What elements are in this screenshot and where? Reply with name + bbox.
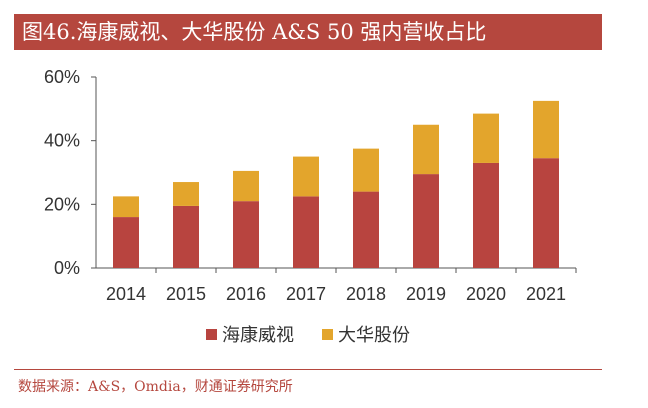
bar-dahua-2019 [413, 124, 439, 175]
source-divider [14, 369, 602, 370]
bar-dahua-2015 [173, 182, 199, 206]
x-tick-label: 2014 [106, 284, 146, 304]
bar-hikvision-2015 [173, 205, 199, 268]
x-tick-label: 2016 [226, 284, 266, 304]
x-tick-label: 2019 [406, 284, 446, 304]
legend-label-hikvision: 海康威视 [222, 325, 294, 346]
y-tick-label: 20% [44, 194, 80, 214]
bar-dahua-2020 [473, 113, 499, 163]
chart-legend: 海康威视 大华股份 [206, 325, 410, 346]
x-tick-label: 2020 [466, 284, 506, 304]
bar-hikvision-2017 [293, 196, 319, 268]
bar-hikvision-2018 [353, 191, 379, 268]
source-note: 数据来源：A&S，Omdia，财通证券研究所 [18, 379, 293, 395]
y-tick-label: 60% [44, 67, 80, 87]
y-tick-label: 40% [44, 131, 80, 151]
legend-label-dahua: 大华股份 [338, 325, 410, 346]
bar-hikvision-2016 [233, 201, 259, 268]
legend-swatch-hikvision [206, 329, 217, 340]
x-tick-label: 2017 [286, 284, 326, 304]
legend-swatch-dahua [322, 329, 333, 340]
x-tick-label: 2015 [166, 284, 206, 304]
x-tick-label: 2021 [526, 284, 566, 304]
bar-dahua-2017 [293, 156, 319, 197]
bar-dahua-2014 [113, 196, 139, 218]
bar-hikvision-2014 [113, 217, 139, 268]
y-tick-label: 0% [54, 258, 80, 278]
x-tick-label: 2018 [346, 284, 386, 304]
figure-title: 图46.海康威视、大华股份 A&S 50 强内营收占比 [14, 14, 602, 50]
bar-dahua-2021 [533, 100, 559, 159]
bar-hikvision-2019 [413, 174, 439, 268]
chart-axes: 0% 20% 40% 60% 2014 2015 2016 2017 2018 2019 2020 2… [44, 67, 577, 304]
bar-dahua-2018 [353, 148, 379, 192]
bar-hikvision-2020 [473, 162, 499, 268]
bar-dahua-2016 [233, 170, 259, 202]
bar-hikvision-2021 [533, 158, 559, 268]
chart-bars [113, 100, 559, 268]
